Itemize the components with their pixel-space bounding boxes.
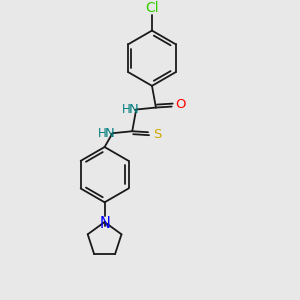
Text: S: S <box>153 128 161 141</box>
Text: N: N <box>105 127 114 140</box>
Text: H: H <box>122 103 131 116</box>
Text: O: O <box>175 98 186 111</box>
Text: H: H <box>98 127 107 140</box>
Text: Cl: Cl <box>145 1 159 15</box>
Text: N: N <box>99 215 110 230</box>
Text: N: N <box>128 103 138 116</box>
